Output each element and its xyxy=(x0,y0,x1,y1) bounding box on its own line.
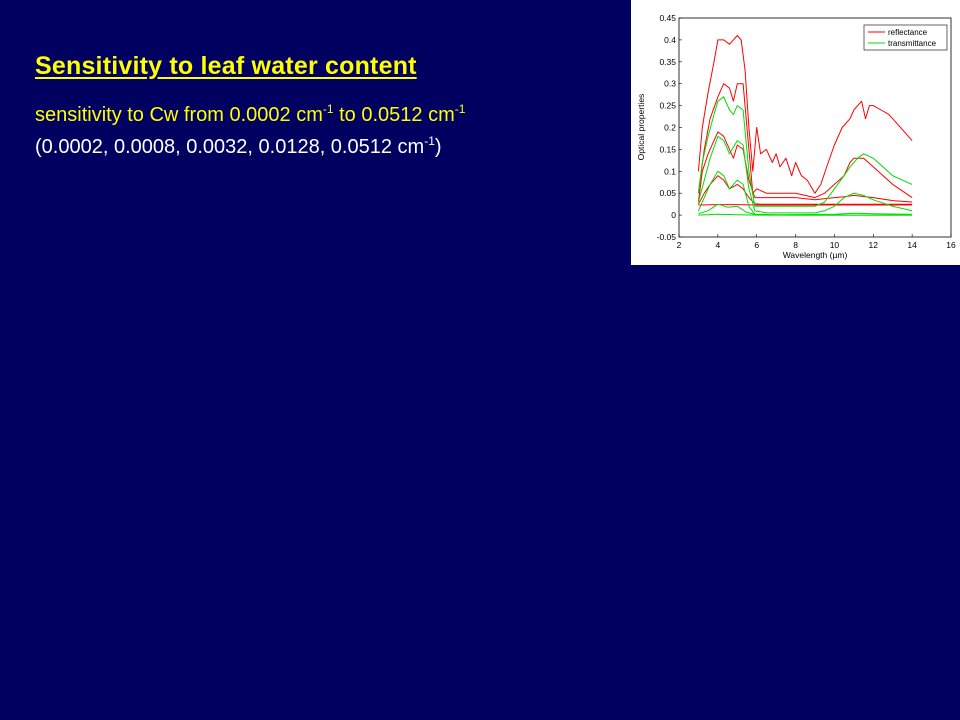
y-tick-label: 0.05 xyxy=(659,188,676,198)
reflectance-series-line-4 xyxy=(697,175,913,205)
chart-svg: -0.05 0 0.05 0.1 0.15 0.2 0.25 0.3 0.35 0.4 0.45 2… xyxy=(636,13,956,260)
x-tick-label: 4 xyxy=(715,240,720,250)
transmittance-series-line-7 xyxy=(697,135,913,214)
x-tick-label: 14 xyxy=(907,240,917,250)
slide-title: Sensitivity to leaf water content xyxy=(35,52,417,80)
optical-properties-chart: -0.05 0 0.05 0.1 0.15 0.2 0.25 0.3 0.35 0.4 0.45 2… xyxy=(631,0,960,265)
transmittance-series-line-8 xyxy=(697,170,913,216)
cw-values-suffix: ) xyxy=(434,136,442,158)
y-tick-label: 0.4 xyxy=(664,35,676,45)
cw-range-text: sensitivity to Cw from 0.0002 cm-1 to 0.… xyxy=(35,102,466,127)
cw-values-text: (0.0002, 0.0008, 0.0032, 0.0128, 0.0512 … xyxy=(35,134,442,159)
cw-range-exponent-2: -1 xyxy=(454,102,466,116)
legend-transmittance-label: transmittance xyxy=(888,39,937,48)
y-tick-label: 0.45 xyxy=(659,13,676,23)
cw-range-mid: to 0.0512 cm xyxy=(333,104,455,126)
transmittance-series-line-6 xyxy=(697,96,913,207)
transmittance-series-line-10 xyxy=(698,213,913,216)
reflectance-series-line-3 xyxy=(697,131,913,203)
y-tick-label: 0 xyxy=(671,210,676,220)
legend: reflectance transmittance xyxy=(863,24,948,51)
x-tick-label: 6 xyxy=(754,240,759,250)
x-axis-label: Wavelength (µm) xyxy=(783,250,848,260)
x-tick-label: 16 xyxy=(946,240,956,250)
legend-box xyxy=(863,24,948,51)
x-tick-label: 2 xyxy=(677,240,682,250)
y-tick-label: 0.2 xyxy=(664,123,676,133)
cw-values-prefix: (0.0002, 0.0008, 0.0032, 0.0128, 0.0512 … xyxy=(35,136,425,158)
y-tick-label: 0.35 xyxy=(659,57,676,67)
plot-marks xyxy=(697,35,913,216)
reflectance-series-line-1 xyxy=(697,35,913,194)
y-tick-label: 0.1 xyxy=(664,166,676,176)
y-tick-label: 0.3 xyxy=(664,79,676,89)
y-axis-label: Optical properties xyxy=(636,94,646,161)
x-axis-ticks: 2 4 6 8 10 12 14 16 xyxy=(677,234,956,250)
cw-values-exponent: -1 xyxy=(424,134,435,148)
y-tick-label: 0.15 xyxy=(659,144,676,154)
cw-range-prefix: sensitivity to Cw from 0.0002 cm xyxy=(35,104,323,126)
cw-range-exponent-1: -1 xyxy=(322,102,334,116)
y-tick-label: -0.05 xyxy=(657,232,677,242)
x-tick-label: 10 xyxy=(830,240,840,250)
legend-reflectance-label: reflectance xyxy=(888,28,928,37)
x-tick-label: 8 xyxy=(793,240,798,250)
y-tick-label: 0.25 xyxy=(659,101,676,111)
reflectance-series-line-2 xyxy=(697,83,913,199)
y-axis-ticks: -0.05 0 0.05 0.1 0.15 0.2 0.25 0.3 0.35 0.4 0.45 xyxy=(657,13,682,242)
x-tick-label: 12 xyxy=(869,240,879,250)
